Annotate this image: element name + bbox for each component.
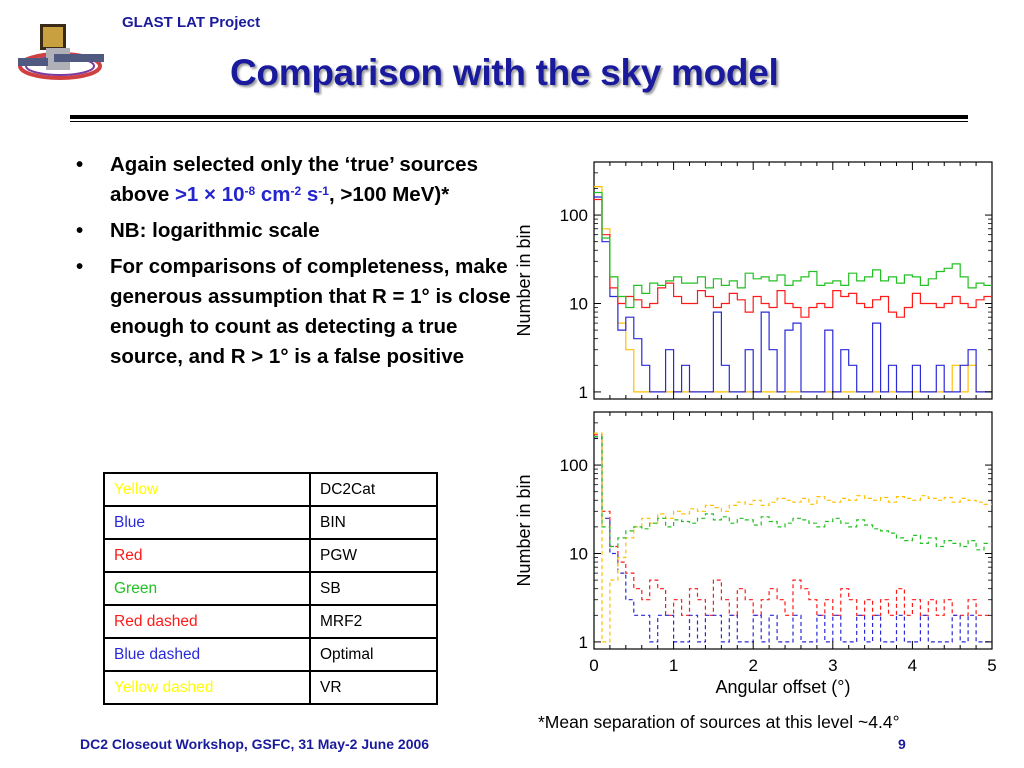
legend-row: Yellow DC2Cat	[103, 472, 438, 507]
legend-method-name: DC2Cat	[309, 472, 438, 507]
bullet-1-tail: , >100 MeV)*	[328, 183, 450, 206]
y-tick-label: 100	[560, 456, 588, 475]
legend-table: Yellow DC2Cat Blue BIN Red PGW Green SB Red dash…	[103, 472, 438, 705]
bullet-dot: •	[76, 255, 84, 278]
y-tick-label: 1	[579, 383, 588, 402]
legend-color-label: Yellow	[103, 472, 311, 507]
legend-color-label: Blue	[103, 505, 311, 540]
plot-frame-top	[593, 161, 993, 400]
project-name: GLAST LAT Project	[122, 14, 261, 31]
flux-unit-cm: cm	[255, 183, 291, 206]
legend-row: Yellow dashed VR	[103, 670, 438, 705]
glast-logo	[18, 24, 104, 80]
legend-method-name: MRF2	[309, 604, 438, 639]
y-tick-label: 10	[569, 544, 588, 563]
y-axis-label: Number in bin	[514, 224, 534, 336]
flux-unit-s-exponent: -1	[318, 184, 329, 198]
legend-method-name: Optimal	[309, 637, 438, 672]
bullet-list: • Again selected only the ‘true’ sources…	[72, 150, 512, 378]
x-axis-label: Angular offset (°)	[716, 677, 851, 697]
legend-color-label: Yellow dashed	[103, 670, 311, 705]
series-red	[594, 198, 992, 318]
title-rule-thick	[70, 115, 968, 119]
plot-frame-bottom	[593, 411, 993, 650]
footnote: *Mean separation of sources at this leve…	[538, 712, 900, 732]
legend-row: Blue dashed Optimal	[103, 637, 438, 672]
legend-method-name: SB	[309, 571, 438, 606]
legend-color-label: Red dashed	[103, 604, 311, 639]
flux-unit-s: s	[301, 183, 319, 206]
x-tick-label: 3	[828, 656, 837, 675]
bullet-item-3: • For comparisons of completeness, make …	[72, 252, 512, 372]
page-number: 9	[898, 736, 906, 752]
x-tick-label: 1	[669, 656, 678, 675]
bullet-2-text: NB: logarithmic scale	[110, 219, 320, 242]
slide-title: Comparison with the sky model	[230, 52, 779, 93]
bullet-1-text: Again selected only the ‘true’ sources a…	[110, 153, 478, 206]
series-blue-dashed	[594, 437, 992, 643]
legend-color-label: Green	[103, 571, 311, 606]
legend-color-label: Blue dashed	[103, 637, 311, 672]
x-tick-label: 2	[748, 656, 757, 675]
series-blue	[594, 196, 992, 393]
y-axis-label: Number in bin	[514, 474, 534, 586]
title-rule-thin	[70, 121, 968, 122]
legend-color-label: Red	[103, 538, 311, 573]
legend-method-name: VR	[309, 670, 438, 705]
bullet-item-2: • NB: logarithmic scale	[72, 216, 512, 246]
series-yellow	[594, 186, 992, 393]
y-tick-label: 1	[579, 633, 588, 652]
legend-method-name: PGW	[309, 538, 438, 573]
y-tick-label: 10	[569, 294, 588, 313]
bullet-dot: •	[76, 219, 84, 242]
flux-unit-cm-exponent: -2	[290, 184, 302, 198]
x-tick-label: 5	[987, 656, 996, 675]
flux-exponent: -8	[244, 184, 256, 198]
legend-method-name: BIN	[309, 505, 438, 540]
bullet-3-text: For comparisons of completeness, make ge…	[110, 255, 511, 368]
legend-row: Red PGW	[103, 538, 438, 573]
footer-text: DC2 Closeout Workshop, GSFC, 31 May-2 Ju…	[80, 736, 430, 752]
series-green	[594, 191, 992, 309]
legend-row: Blue BIN	[103, 505, 438, 540]
x-tick-label: 4	[908, 656, 917, 675]
flux-value: >1 × 10	[174, 183, 245, 206]
legend-row: Red dashed MRF2	[103, 604, 438, 639]
bullet-dot: •	[76, 153, 84, 176]
legend-row: Green SB	[103, 571, 438, 606]
series-yellow-dashed	[594, 432, 992, 643]
series-green-dashed	[594, 436, 992, 551]
y-tick-label: 100	[560, 206, 588, 225]
x-tick-label: 0	[589, 656, 598, 675]
bullet-item-1: • Again selected only the ‘true’ sources…	[72, 150, 512, 210]
series-red-dashed	[594, 434, 992, 616]
